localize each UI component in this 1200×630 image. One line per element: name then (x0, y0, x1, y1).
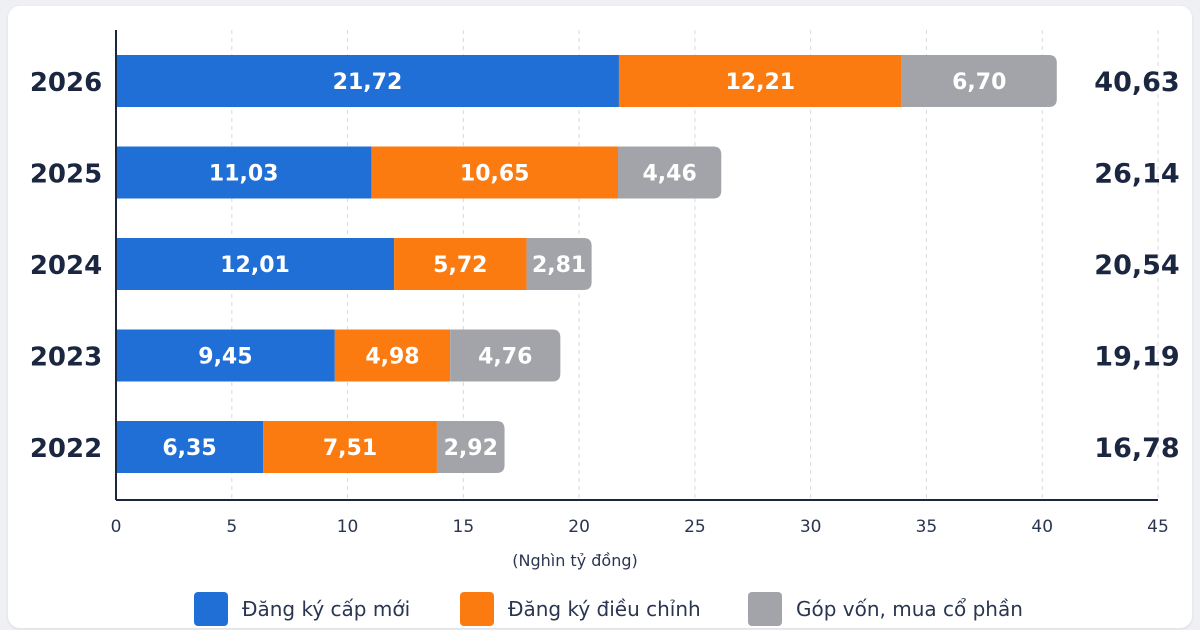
x-tick-label: 15 (453, 517, 475, 537)
bar-value-label: 12,21 (726, 70, 796, 95)
bar-value-label: 12,01 (220, 253, 290, 278)
bar-value-label: 6,70 (952, 70, 1006, 95)
x-tick-label: 5 (226, 517, 237, 537)
total-value-label: 20,54 (1094, 250, 1179, 281)
bar-value-label: 9,45 (198, 345, 252, 370)
bar-segment (371, 146, 619, 199)
legend-label: Đăng ký cấp mới (242, 597, 410, 621)
axes: 0 5 10 15 20 25 30 35 40 45 (111, 30, 1169, 537)
chart-card (8, 6, 1192, 628)
category-label: 2022 (30, 434, 102, 464)
legend-swatch (460, 592, 494, 626)
bar-value-label: 2,92 (444, 436, 498, 461)
bar-value-label: 2,81 (532, 253, 586, 278)
bar-segment (618, 146, 722, 199)
bar-segment (526, 238, 592, 290)
bar-value-label: 21,72 (333, 70, 403, 95)
bar-value-label: 4,46 (643, 162, 697, 187)
x-tick-label: 40 (1031, 517, 1053, 537)
x-axis-unit-label: (Nghìn tỷ đồng) (512, 551, 638, 570)
legend-swatch (748, 592, 782, 626)
x-tick-label: 35 (916, 517, 938, 537)
legend-label: Đăng ký điều chỉnh (508, 597, 701, 621)
legend-label: Góp vốn, mua cổ phần (796, 597, 1023, 621)
bar-value-label: 10,65 (460, 162, 530, 187)
bar-segment (116, 329, 335, 382)
bar-segment (394, 238, 527, 290)
bar-segment (901, 55, 1057, 107)
category-labels: 2026 2025 2024 2023 2022 (30, 68, 102, 464)
bar-segment (116, 55, 619, 107)
bar-value-label: 5,72 (433, 253, 487, 278)
bar-value-label: 11,03 (209, 162, 279, 187)
category-label: 2024 (30, 251, 102, 281)
category-label: 2023 (30, 343, 102, 373)
bar-segment (334, 329, 451, 382)
total-value-label: 16,78 (1094, 433, 1179, 464)
total-value-label: 40,63 (1094, 67, 1179, 98)
category-label: 2026 (30, 68, 102, 98)
bar-value-label: 4,98 (365, 345, 419, 370)
bar-value-label: 7,51 (323, 436, 377, 461)
x-tick-label: 25 (684, 517, 706, 537)
bar-value-label: 6,35 (162, 436, 216, 461)
x-tick-label: 10 (337, 517, 359, 537)
legend: Đăng ký cấp mới Đăng ký điều chỉnh Góp vốn… (194, 592, 1023, 626)
x-tick-label: 20 (568, 517, 590, 537)
bar-segment (450, 329, 561, 382)
legend-swatch (194, 592, 228, 626)
x-tick-label: 30 (800, 517, 822, 537)
bar-value-label: 4,76 (478, 345, 532, 370)
bar-segment (263, 421, 437, 473)
bar-segment (116, 238, 395, 290)
x-tick-label: 0 (111, 517, 122, 537)
bar-segment (116, 146, 372, 199)
total-value-label: 19,19 (1094, 342, 1179, 373)
x-tick-label: 45 (1147, 517, 1169, 537)
category-label: 2025 (30, 160, 102, 190)
bar-segment (436, 421, 505, 473)
bar-segment (116, 421, 264, 473)
bar-segment (618, 55, 902, 107)
total-labels: 40,63 26,14 20,54 19,19 16,78 (1094, 67, 1179, 464)
total-value-label: 26,14 (1094, 159, 1179, 190)
bars: 21,72 12,21 6,70 11,03 10,65 4,46 12,01 5,72 2,8… (116, 55, 1057, 473)
